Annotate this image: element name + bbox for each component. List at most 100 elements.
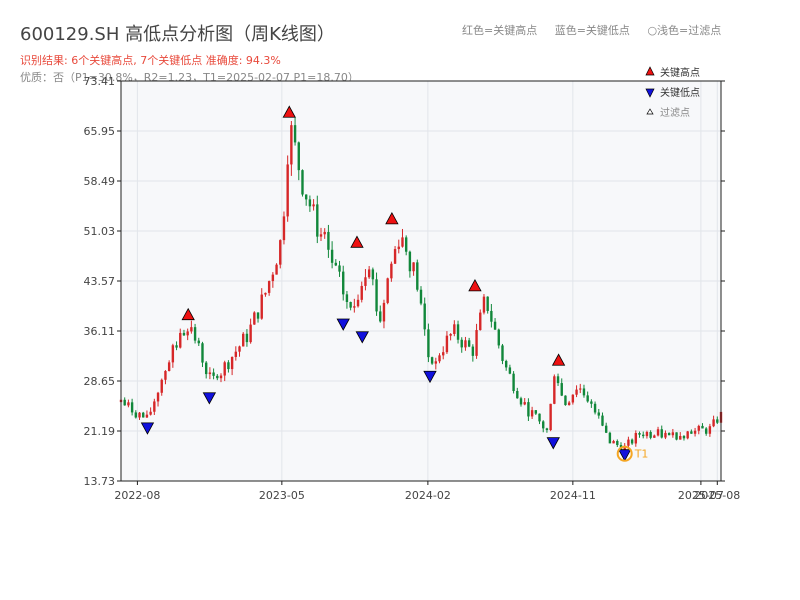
candle	[590, 399, 593, 408]
candle-body	[471, 346, 475, 356]
candle-body	[253, 312, 256, 325]
candle	[549, 403, 552, 432]
candle	[134, 410, 138, 419]
candle-body	[134, 412, 138, 418]
candle	[282, 211, 286, 245]
candle-body	[467, 340, 471, 347]
key-low-marker	[423, 370, 437, 384]
y-tick-label: 13.73	[84, 475, 116, 488]
candle-body	[404, 237, 408, 252]
candle-body	[412, 262, 415, 272]
candle	[630, 438, 634, 445]
candle	[149, 407, 152, 416]
candle	[612, 439, 615, 444]
candle-body	[642, 434, 645, 437]
candle	[460, 337, 463, 353]
x-tick-label: 2024-11	[550, 489, 596, 502]
candle	[279, 239, 282, 269]
candle-body	[327, 231, 330, 250]
candle-body	[153, 401, 156, 412]
candle	[364, 269, 367, 291]
candle	[123, 397, 126, 406]
candle-body	[667, 432, 671, 436]
candle-body	[564, 395, 567, 406]
chart-title: 600129.SH 高低点分析图（周K线图）	[20, 24, 335, 45]
candle	[312, 199, 315, 211]
candle-body	[123, 399, 126, 406]
candle	[704, 427, 708, 436]
candle-body	[682, 435, 686, 439]
candle-body	[160, 379, 163, 393]
candle	[186, 328, 189, 341]
key-low-marker	[202, 392, 217, 405]
candle	[393, 246, 397, 264]
candle	[464, 336, 467, 351]
candle	[538, 413, 541, 425]
candle-body	[242, 333, 245, 347]
candle	[242, 332, 245, 347]
candle	[227, 360, 230, 373]
candle	[501, 343, 504, 365]
candle	[412, 262, 415, 276]
candle-body	[479, 312, 482, 331]
candle	[664, 430, 667, 440]
candle	[523, 398, 526, 406]
candle	[349, 301, 352, 311]
candle-body	[390, 263, 393, 279]
candle-body	[286, 164, 289, 217]
candle-body	[227, 362, 230, 370]
candle	[475, 323, 478, 359]
candle	[542, 420, 545, 433]
candle-body	[297, 142, 300, 171]
candle	[519, 396, 523, 407]
candle	[490, 303, 493, 328]
candle-body	[630, 439, 634, 444]
candle-body	[375, 279, 378, 312]
candle-body	[604, 425, 608, 433]
candle	[671, 428, 675, 438]
candle-body	[664, 432, 667, 438]
candle	[145, 410, 149, 418]
candle	[423, 297, 426, 336]
candle-body	[704, 428, 708, 434]
candle	[686, 430, 689, 440]
candle-body	[149, 411, 152, 415]
key-low-marker	[618, 449, 632, 462]
candle-body	[353, 306, 356, 308]
candle	[286, 155, 289, 222]
candle-body	[549, 403, 552, 431]
candle	[716, 416, 719, 424]
candle	[497, 328, 500, 349]
candle	[249, 318, 252, 344]
candle	[419, 286, 423, 306]
candle	[342, 265, 345, 301]
candle	[256, 312, 260, 323]
candle-body	[212, 372, 215, 376]
candle-body	[345, 294, 349, 303]
y-tick-label: 51.03	[84, 225, 116, 238]
candle-body	[656, 429, 660, 436]
candle	[601, 412, 604, 427]
candle-body	[708, 426, 712, 434]
candle	[212, 368, 215, 380]
candle-body	[419, 289, 423, 304]
candle	[142, 411, 145, 418]
candle	[427, 323, 430, 363]
candle-body	[275, 264, 278, 275]
candle	[156, 391, 160, 407]
candle-body	[567, 402, 571, 406]
candle-body	[401, 237, 404, 247]
candle-body	[216, 375, 219, 379]
candle-body	[338, 265, 341, 272]
candle	[316, 195, 319, 244]
candle-body	[464, 340, 467, 348]
key-high-marker	[385, 212, 399, 225]
candle-body	[312, 204, 315, 207]
candle	[486, 296, 489, 314]
candle-body	[560, 383, 563, 396]
candle-body	[230, 356, 234, 370]
candle	[390, 261, 393, 282]
candle	[379, 305, 382, 323]
candle-body	[556, 376, 560, 384]
candle	[127, 399, 130, 408]
